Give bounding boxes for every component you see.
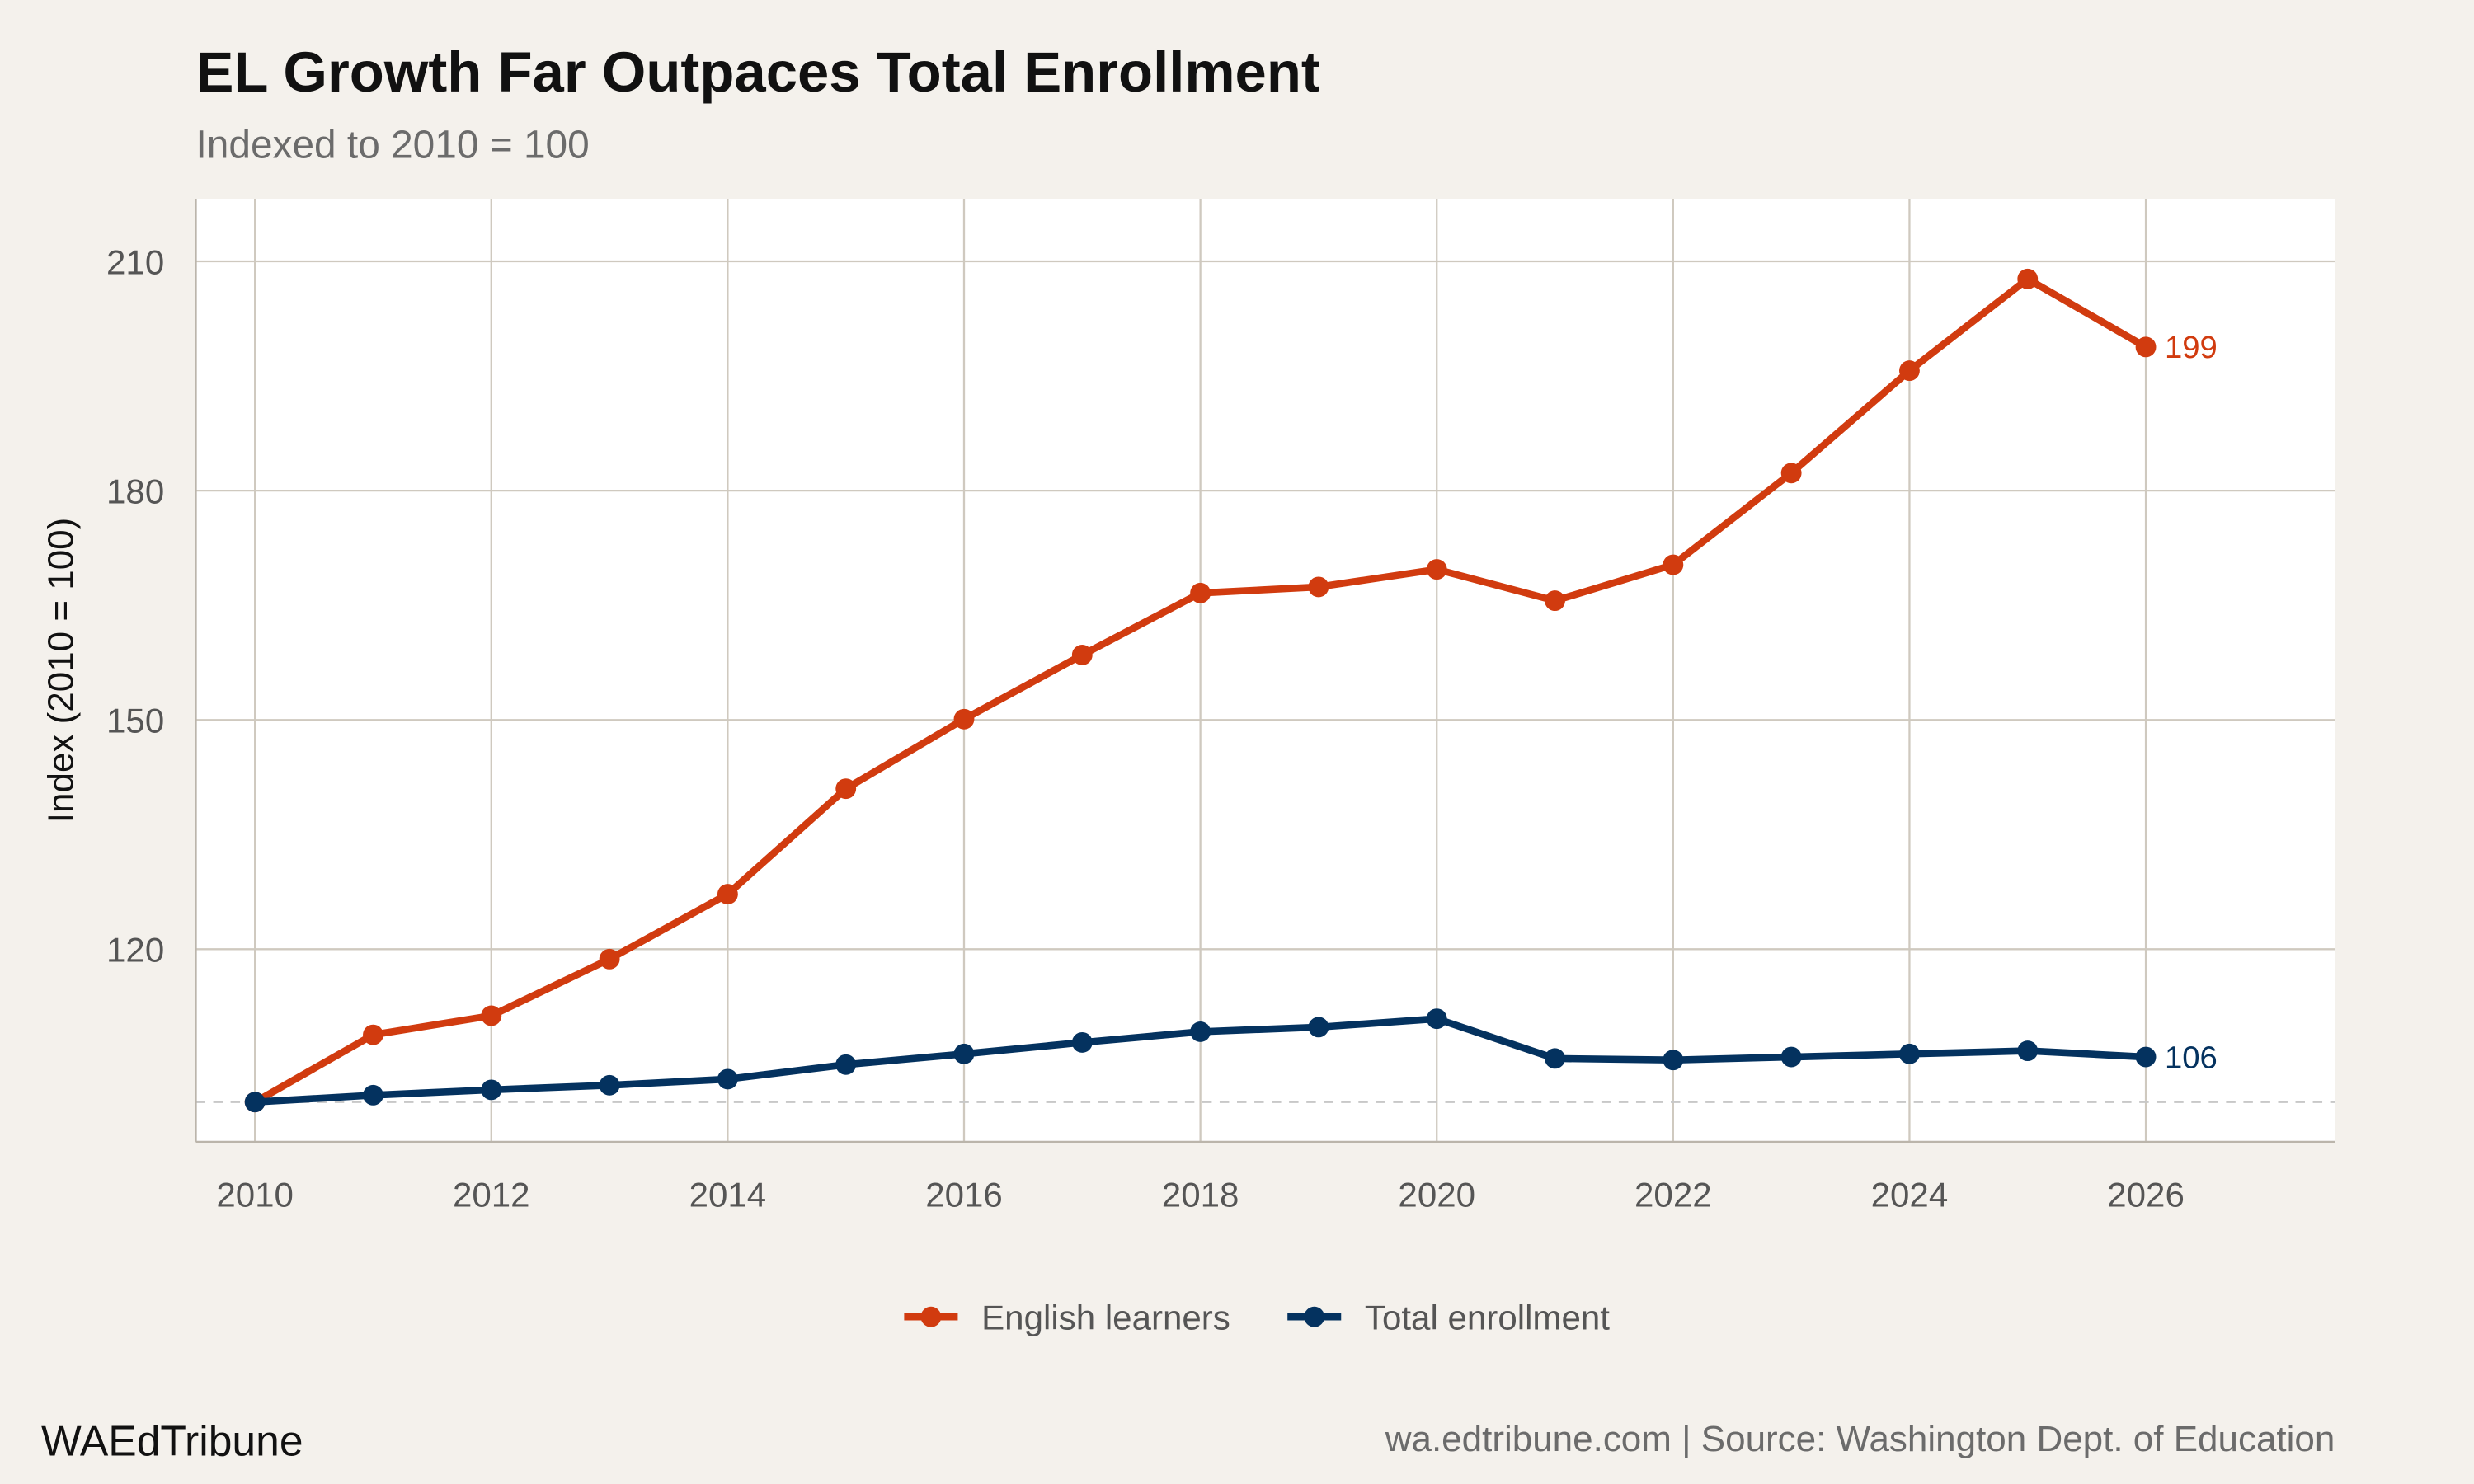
legend-key-dot	[920, 1306, 942, 1327]
legend-label: English learners	[981, 1298, 1230, 1337]
data-point	[717, 1068, 738, 1090]
data-point	[2017, 268, 2039, 289]
data-point	[1899, 360, 1920, 382]
x-tick-label: 2016	[925, 1175, 1003, 1214]
x-tick-label: 2012	[453, 1175, 530, 1214]
data-point	[835, 1054, 857, 1075]
data-point	[244, 1092, 266, 1113]
legend-item: Total enrollment	[1287, 1298, 1610, 1337]
x-tick-label: 2014	[689, 1175, 767, 1214]
data-point	[481, 1079, 502, 1101]
data-point	[717, 884, 738, 905]
data-point	[2017, 1040, 2039, 1062]
data-point	[599, 948, 620, 970]
y-tick-label: 150	[106, 702, 164, 740]
data-point	[2135, 1046, 2157, 1068]
data-point	[1071, 1031, 1093, 1053]
data-point	[953, 708, 975, 730]
legend-item: English learners	[904, 1298, 1230, 1337]
data-point	[1545, 590, 1565, 612]
data-point	[835, 778, 857, 800]
data-point	[481, 1005, 502, 1026]
x-tick-label: 2024	[1871, 1175, 1949, 1214]
x-tick-label: 2018	[1162, 1175, 1239, 1214]
x-tick-label: 2022	[1634, 1175, 1712, 1214]
data-point	[1071, 644, 1093, 665]
data-point	[1426, 1008, 1447, 1030]
data-point	[1308, 576, 1329, 598]
data-point	[2135, 336, 2157, 358]
series-layer: 199 106	[244, 268, 2218, 1113]
chart-title: EL Growth Far Outpaces Total Enrollment	[196, 40, 1320, 104]
end-label: 199	[2165, 330, 2218, 365]
data-point	[1663, 554, 1684, 575]
y-tick-label: 120	[106, 931, 164, 970]
data-point	[599, 1074, 620, 1096]
data-point	[1545, 1048, 1565, 1069]
legend-key-dot	[1304, 1306, 1325, 1327]
axis-ticks: 2010 2012 2014 2016 2018 2020 2022 2024 2026 120 1…	[106, 242, 2185, 1214]
footer-brand: WAEdTribune	[41, 1417, 303, 1465]
data-point	[1190, 1021, 1211, 1042]
chart-subtitle: Indexed to 2010 = 100	[196, 123, 590, 167]
data-point	[1426, 559, 1447, 580]
data-point	[1899, 1043, 1920, 1064]
data-point	[363, 1084, 383, 1106]
data-point	[953, 1043, 975, 1064]
data-point	[1780, 1046, 1802, 1068]
footer-source: wa.edtribune.com | Source: Washington De…	[1385, 1419, 2335, 1459]
data-point	[1780, 463, 1802, 484]
x-tick-label: 2020	[1398, 1175, 1475, 1214]
end-label: 106	[2165, 1040, 2218, 1075]
legend: English learners Total enrollment	[904, 1298, 1610, 1337]
data-point	[1663, 1050, 1684, 1071]
x-tick-label: 2010	[216, 1175, 294, 1214]
y-tick-label: 210	[106, 242, 164, 281]
data-point	[363, 1024, 383, 1045]
y-axis-label: Index (2010 = 100)	[40, 518, 81, 823]
data-point	[1190, 582, 1211, 603]
series-total-enrollment: 106	[244, 1008, 2218, 1113]
data-point	[1308, 1017, 1329, 1038]
x-tick-label: 2026	[2107, 1175, 2185, 1214]
series-english-learners: 199	[244, 268, 2218, 1113]
y-tick-label: 180	[106, 472, 164, 510]
legend-label: Total enrollment	[1365, 1298, 1610, 1337]
